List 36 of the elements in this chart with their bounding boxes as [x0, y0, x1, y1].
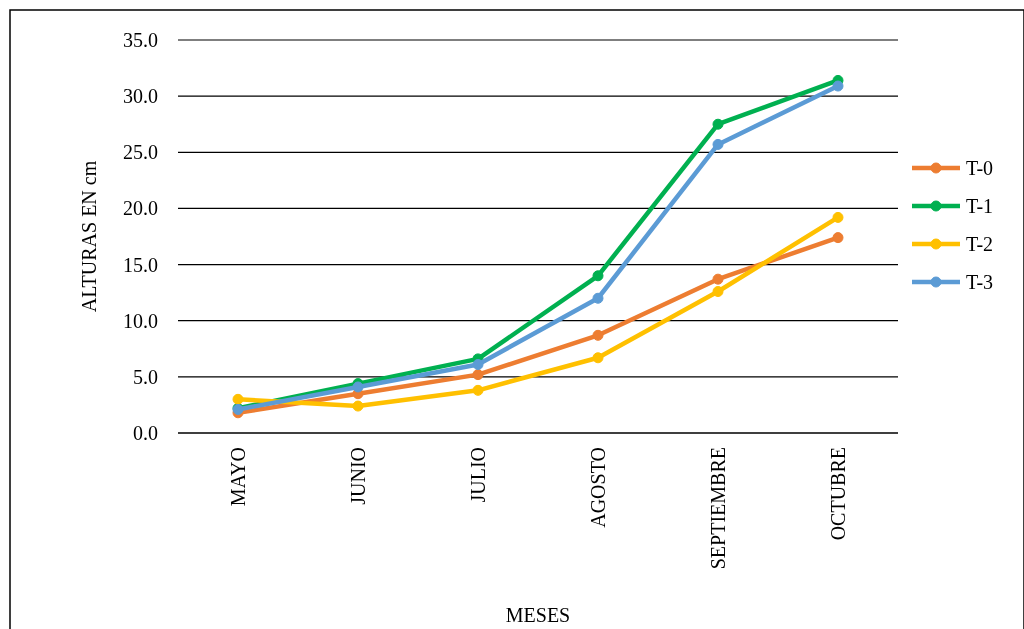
- point: [712, 118, 724, 130]
- y-tick-label: 30.0: [123, 85, 158, 108]
- x-tick-label: JUNIO: [347, 447, 369, 505]
- y-tick-label: 5.0: [133, 365, 158, 388]
- point: [832, 232, 844, 244]
- point: [712, 138, 724, 150]
- legend-label: T-1: [966, 195, 994, 217]
- y-tick-label: 35.0: [123, 29, 158, 51]
- point: [592, 329, 604, 341]
- y-axis-title: ALTURAS EN cm: [78, 160, 100, 313]
- point: [352, 400, 364, 412]
- y-tick-label: 25.0: [123, 141, 158, 164]
- legend-label: T-2: [966, 233, 994, 255]
- point: [232, 393, 244, 405]
- x-tick-label: AGOSTO: [587, 447, 609, 528]
- point: [712, 286, 724, 298]
- y-tick-label: 20.0: [123, 197, 158, 220]
- point: [472, 384, 484, 396]
- point: [592, 270, 604, 282]
- x-axis-title: MESES: [505, 604, 571, 626]
- x-tick-label: SEPTIEMBRE: [707, 447, 729, 570]
- point: [832, 80, 844, 92]
- y-tick-label: 15.0: [123, 253, 158, 276]
- y-tick-label: 0.0: [133, 422, 158, 444]
- point: [472, 369, 484, 381]
- legend-label: T-0: [966, 157, 994, 179]
- x-tick-label: OCTUBRE: [827, 447, 849, 541]
- point: [592, 292, 604, 304]
- legend-label: T-3: [966, 271, 994, 293]
- x-tick-label: JULIO: [467, 447, 489, 503]
- point: [712, 273, 724, 285]
- point: [472, 359, 484, 371]
- x-tick-label: MAYO: [227, 447, 249, 507]
- y-tick-label: 10.0: [123, 309, 158, 332]
- point: [592, 352, 604, 364]
- point: [832, 211, 844, 223]
